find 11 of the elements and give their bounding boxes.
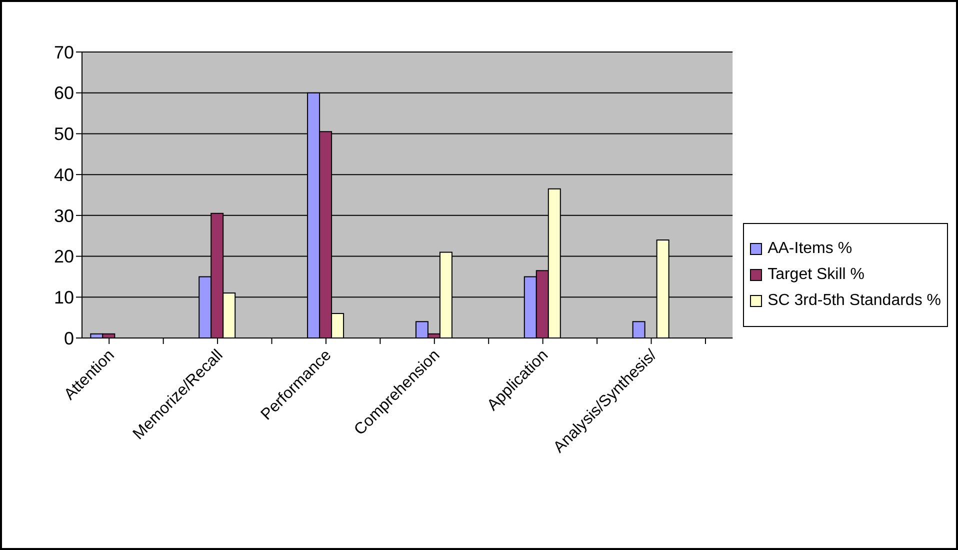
y-tick-label: 20 — [54, 246, 74, 267]
y-tick-label: 10 — [54, 288, 74, 308]
y-tick-label: 50 — [54, 124, 74, 144]
legend-label: Target Skill % — [768, 266, 864, 284]
y-tick-label: 40 — [54, 164, 74, 185]
legend-label: SC 3rd-5th Standards % — [768, 292, 941, 310]
y-tick-label: 70 — [54, 42, 74, 62]
y-tick-label: 0 — [64, 328, 74, 348]
legend-label: AA-Items % — [768, 240, 852, 258]
y-tick-label: 60 — [54, 83, 74, 104]
y-tick-label: 30 — [54, 206, 74, 226]
